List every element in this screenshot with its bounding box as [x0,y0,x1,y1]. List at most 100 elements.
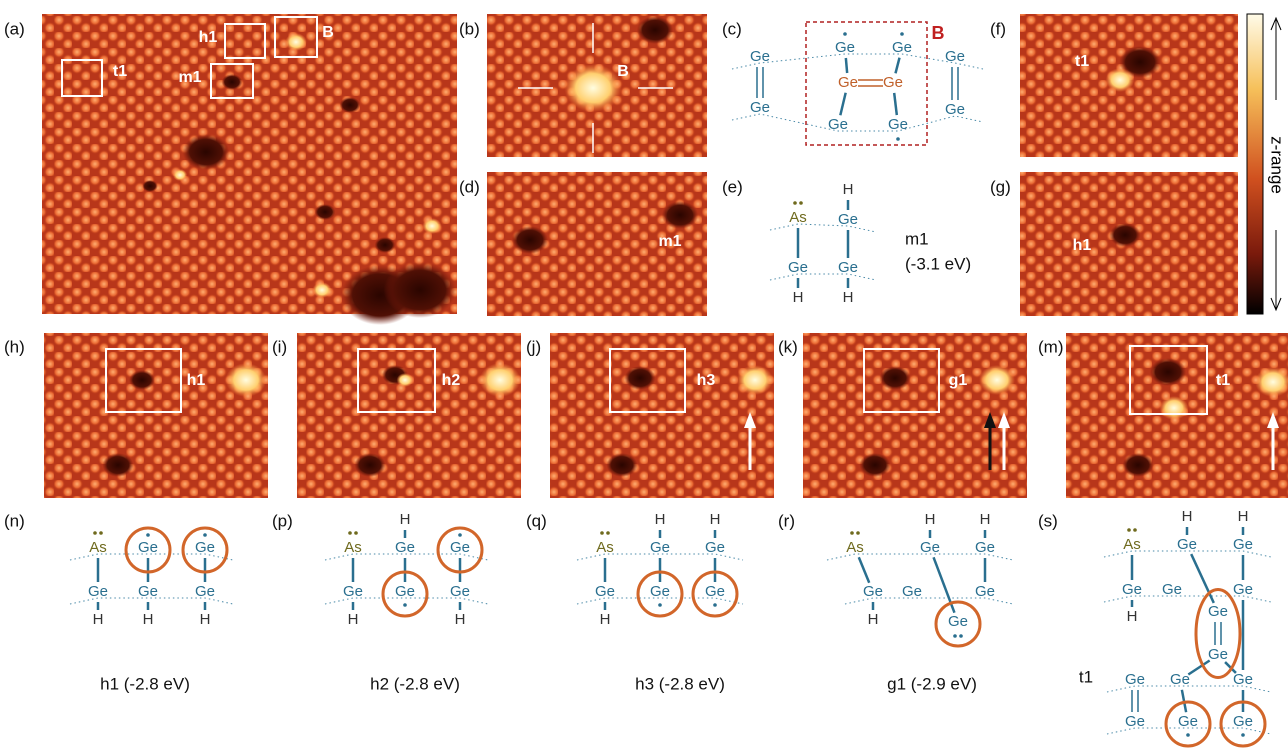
image-label: m1 [658,233,681,250]
electron [959,634,963,638]
stm-image [550,333,774,498]
atom: H [1182,508,1193,525]
atom: Ge [1125,713,1145,730]
electron [99,531,103,535]
atom: Ge [863,583,883,600]
atom: H [868,611,879,628]
colorbar [1247,14,1263,314]
atom: As [344,539,362,556]
atom: H [655,511,666,528]
colorbar-label: z-range [1268,136,1287,194]
panel-label: (d) [459,177,480,196]
defect [129,370,155,390]
atom: H [843,289,854,306]
atom: Ge [828,116,848,133]
defect [354,453,385,477]
caption: h1 (-2.8 eV) [100,674,190,693]
bright-feature [1106,68,1135,92]
bright-feature [979,365,1015,395]
bright-feature [564,64,622,112]
bright-feature [226,363,267,397]
image-label: B [617,63,629,80]
panel-label: (f) [990,19,1006,38]
bond [840,93,845,116]
atom: Ge [1177,536,1197,553]
bright-feature [422,218,441,234]
panel-label: (b) [459,19,480,38]
panel-label: (c) [722,19,742,38]
defect [1109,223,1140,247]
atom: Ge [920,539,940,556]
electron [1133,528,1137,532]
atom: As [846,539,864,556]
atom: Ge [1125,671,1145,688]
electron [403,603,407,607]
stm-image [803,333,1027,498]
electron [146,533,150,537]
bond [895,58,899,74]
atom: Ge [138,583,158,600]
atom: Ge [750,99,770,116]
atom: Ge [450,583,470,600]
atom: Ge [195,583,215,600]
electron [1186,733,1190,737]
atom: As [1123,536,1141,553]
defect-energy: (-3.1 eV) [905,254,971,273]
defect [222,74,243,90]
caption: h2 (-2.8 eV) [370,674,460,693]
atom: Ge [1233,671,1253,688]
atom: H [843,181,854,198]
panel-label: (h) [4,337,25,356]
atom: Ge [838,74,858,91]
surface-chain [770,224,876,232]
image-label: h1 [187,372,206,389]
stm-image [297,333,521,498]
atom: Ge [1233,581,1253,598]
defect [315,204,336,220]
defect [183,134,230,170]
defect-name: m1 [905,229,929,248]
atom: H [400,511,411,528]
atom: H [793,289,804,306]
atom: Ge [975,539,995,556]
panel-label: (a) [4,19,25,38]
atom: Ge [883,74,903,91]
panel-label: (i) [272,337,287,356]
panel-label: (r) [778,511,795,530]
bright-feature [480,363,521,397]
atom: Ge [1208,646,1228,663]
atom: Ge [1208,603,1228,620]
atom: Ge [650,583,670,600]
bright-feature [1160,396,1189,420]
defect [662,201,698,229]
atom: H [600,611,611,628]
electron [799,201,803,205]
panel-label: (q) [526,511,547,530]
electron [856,531,860,535]
bond [894,93,897,115]
electron [850,531,854,535]
electron [1127,528,1131,532]
panel-label: (n) [4,511,25,530]
atom: Ge [1178,713,1198,730]
atom: H [200,611,211,628]
atom: Ge [838,211,858,228]
atom: H [710,511,721,528]
electron [458,533,462,537]
electron [713,603,717,607]
image-label: h2 [442,372,461,389]
panel-label: (g) [990,177,1011,196]
atom: Ge [945,101,965,118]
atom: Ge [1233,536,1253,553]
atom: Ge [1162,581,1182,598]
electron [896,137,900,141]
atom: Ge [705,583,725,600]
electron [793,201,797,205]
panel-label: (p) [272,511,293,530]
atom: Ge [705,539,725,556]
atom: H [925,511,936,528]
atom: Ge [195,539,215,556]
electron [600,531,604,535]
atom: H [143,611,154,628]
defect [859,453,890,477]
